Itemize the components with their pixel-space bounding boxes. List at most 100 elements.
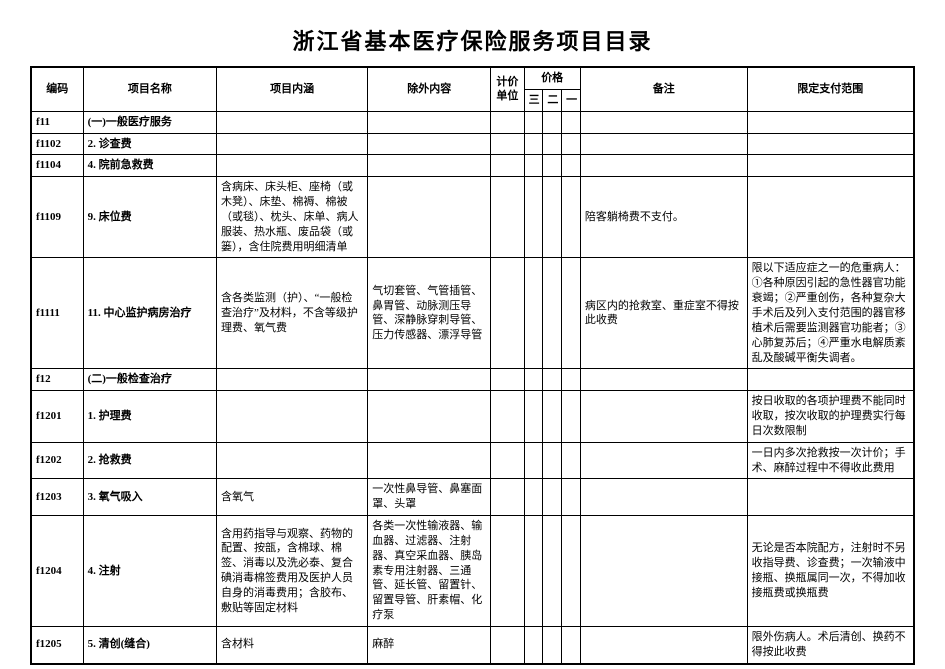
col-limit: 限定支付范围: [747, 67, 914, 111]
table-body: f11(一)一般医疗服务f11022. 诊查费f11044. 院前急救费f110…: [31, 111, 914, 664]
cell-name: 4. 院前急救费: [83, 155, 216, 177]
cell-p3: [524, 627, 543, 664]
cell-p1: [562, 391, 581, 443]
cell-p3: [524, 155, 543, 177]
cell-p2: [543, 155, 562, 177]
cell-excl: 一次性鼻导管、鼻塞面罩、头罩: [368, 479, 491, 516]
cell-p1: [562, 258, 581, 369]
cell-note: [580, 155, 747, 177]
cell-excl: [368, 442, 491, 479]
cell-excl: 各类一次性输液器、输血器、过滤器、注射器、真空采血器、胰岛素专用注射器、三通管、…: [368, 516, 491, 627]
cell-code: f1201: [31, 391, 83, 443]
table-row: f111111. 中心监护病房治疗含各类监测（护）、“一般检查治疗”及材料，不含…: [31, 258, 914, 369]
table-row: f12055. 清创(缝合)含材料麻醉限外伤病人。术后清创、换药不得按此收费: [31, 627, 914, 664]
cell-name: 2. 诊查费: [83, 133, 216, 155]
table-row: f12(二)一般检查治疗: [31, 369, 914, 391]
cell-unit: [491, 155, 524, 177]
cell-code: f12: [31, 369, 83, 391]
cell-limit: [747, 111, 914, 133]
cell-excl: 气切套管、气管插管、鼻胃管、动脉测压导管、深静脉穿刺导管、压力传感器、漂浮导管: [368, 258, 491, 369]
cell-p3: [524, 111, 543, 133]
cell-code: f1104: [31, 155, 83, 177]
cell-inner: [217, 155, 368, 177]
cell-p2: [543, 627, 562, 664]
cell-inner: [217, 111, 368, 133]
table-header: 编码 项目名称 项目内涵 除外内容 计价单位 价格 备注 限定支付范围 三 二 …: [31, 67, 914, 111]
cell-limit: 按日收取的各项护理费不能同时收取，按次收取的护理费实行每日次数限制: [747, 391, 914, 443]
cell-p1: [562, 177, 581, 258]
col-price-1: 一: [562, 89, 581, 111]
catalog-table: 编码 项目名称 项目内涵 除外内容 计价单位 价格 备注 限定支付范围 三 二 …: [30, 66, 915, 665]
cell-excl: [368, 177, 491, 258]
cell-name: 5. 清创(缝合): [83, 627, 216, 664]
cell-p2: [543, 369, 562, 391]
cell-limit: 无论是否本院配方，注射时不另收指导费、诊查费；一次输液中接瓶、换瓶属同一次，不得…: [747, 516, 914, 627]
cell-note: [580, 516, 747, 627]
col-price-3: 三: [524, 89, 543, 111]
cell-code: f1202: [31, 442, 83, 479]
cell-inner: 含用药指导与观察、药物的配置、按瓿，含棉球、棉签、消毒以及洗必泰、复合碘消毒棉签…: [217, 516, 368, 627]
cell-p1: [562, 479, 581, 516]
cell-name: 4. 注射: [83, 516, 216, 627]
cell-unit: [491, 369, 524, 391]
cell-inner: [217, 369, 368, 391]
cell-note: 病区内的抢救室、重症室不得按此收费: [580, 258, 747, 369]
page-title: 浙江省基本医疗保险服务项目目录: [30, 24, 915, 56]
cell-limit: [747, 369, 914, 391]
cell-unit: [491, 627, 524, 664]
cell-code: f1109: [31, 177, 83, 258]
cell-note: [580, 369, 747, 391]
cell-p2: [543, 391, 562, 443]
cell-code: f1205: [31, 627, 83, 664]
cell-inner: [217, 391, 368, 443]
cell-name: 1. 护理费: [83, 391, 216, 443]
cell-inner: 含氧气: [217, 479, 368, 516]
cell-p1: [562, 442, 581, 479]
cell-p1: [562, 133, 581, 155]
cell-p1: [562, 111, 581, 133]
cell-inner: [217, 133, 368, 155]
cell-excl: [368, 133, 491, 155]
table-row: f11099. 床位费含病床、床头柜、座椅（或木凳）、床垫、棉褥、棉被（或毯）、…: [31, 177, 914, 258]
col-price: 价格: [524, 67, 580, 89]
col-price-2: 二: [543, 89, 562, 111]
table-row: f11(一)一般医疗服务: [31, 111, 914, 133]
cell-note: [580, 133, 747, 155]
table-row: f12033. 氧气吸入含氧气一次性鼻导管、鼻塞面罩、头罩: [31, 479, 914, 516]
cell-note: [580, 479, 747, 516]
cell-note: [580, 391, 747, 443]
cell-p2: [543, 479, 562, 516]
cell-p3: [524, 442, 543, 479]
cell-p3: [524, 391, 543, 443]
cell-inner: 含病床、床头柜、座椅（或木凳）、床垫、棉褥、棉被（或毯）、枕头、床单、病人服装、…: [217, 177, 368, 258]
cell-code: f11: [31, 111, 83, 133]
cell-note: [580, 111, 747, 133]
table-row: f12044. 注射含用药指导与观察、药物的配置、按瓿，含棉球、棉签、消毒以及洗…: [31, 516, 914, 627]
cell-p3: [524, 258, 543, 369]
table-row: f12011. 护理费 按日收取的各项护理费不能同时收取，按次收取的护理费实行每日…: [31, 391, 914, 443]
cell-name: (一)一般医疗服务: [83, 111, 216, 133]
cell-limit: [747, 177, 914, 258]
col-inner: 项目内涵: [217, 67, 368, 111]
cell-limit: [747, 479, 914, 516]
cell-limit: 限外伤病人。术后清创、换药不得按此收费: [747, 627, 914, 664]
col-name: 项目名称: [83, 67, 216, 111]
col-code: 编码: [31, 67, 83, 111]
cell-p1: [562, 369, 581, 391]
col-excl: 除外内容: [368, 67, 491, 111]
cell-p1: [562, 516, 581, 627]
col-unit: 计价单位: [491, 67, 524, 111]
document-sheet: 浙江省基本医疗保险服务项目目录 编码 项目名称 项目内涵 除外内容 计价单位 价…: [0, 0, 945, 665]
cell-inner: 含材料: [217, 627, 368, 664]
cell-p3: [524, 177, 543, 258]
cell-limit: 一日内多次抢救按一次计价；手术、麻醉过程中不得收此费用: [747, 442, 914, 479]
cell-limit: [747, 133, 914, 155]
cell-unit: [491, 177, 524, 258]
table-row: f12022. 抢救费一日内多次抢救按一次计价；手术、麻醉过程中不得收此费用: [31, 442, 914, 479]
cell-unit: [491, 258, 524, 369]
cell-limit: 限以下适应症之一的危重病人：①各种原因引起的急性器官功能衰竭；②严重创伤，各种复…: [747, 258, 914, 369]
cell-p2: [543, 258, 562, 369]
cell-p3: [524, 516, 543, 627]
cell-inner: 含各类监测（护）、“一般检查治疗”及材料，不含等级护理费、氧气费: [217, 258, 368, 369]
cell-p2: [543, 133, 562, 155]
